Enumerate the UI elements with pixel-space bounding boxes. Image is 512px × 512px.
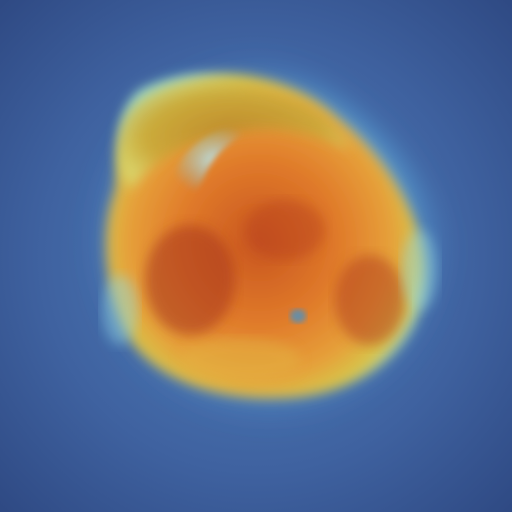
blue-spot <box>290 309 306 323</box>
red-blob-center <box>245 200 325 260</box>
cyan-crescent <box>170 124 260 198</box>
red-blob-right <box>335 255 405 345</box>
yellow-patch <box>180 338 300 382</box>
red-blob-left <box>145 225 235 335</box>
cyan-edge-right <box>402 230 438 310</box>
cell-cap <box>117 80 350 190</box>
cyan-edge-left <box>102 275 138 345</box>
